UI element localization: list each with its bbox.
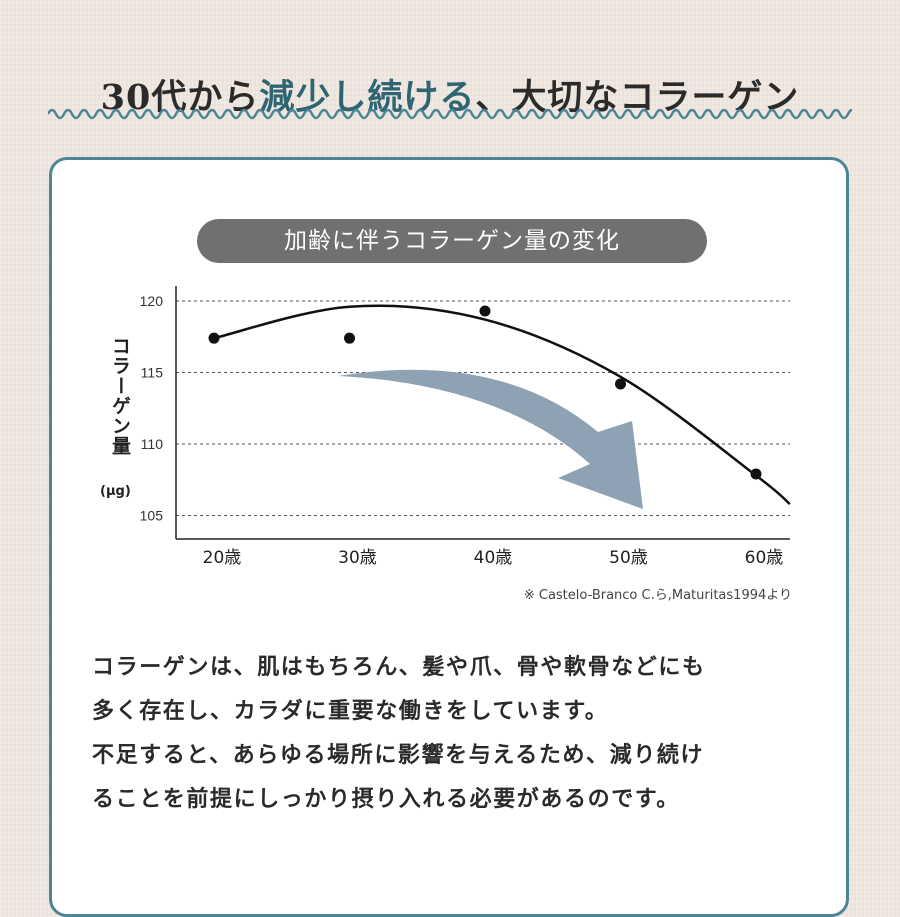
y-tick-label: 115 (141, 365, 164, 381)
x-tick-label: 50歳 (609, 548, 648, 568)
body-line: 不足すると、あらゆる場所に影響を与えるため、減り続け (92, 743, 705, 768)
body-line: コラーゲンは、肌はもちろん、髪や爪、骨や軟骨などにも (92, 655, 706, 680)
body-line: ることを前提にしっかり摂り入れる必要があるのです。 (92, 787, 680, 812)
chart-title: 加齢に伴うコラーゲン量の変化 (197, 219, 707, 263)
y-axis-unit: (μg) (100, 484, 131, 499)
data-point (479, 305, 491, 317)
y-tick-label: 105 (140, 508, 164, 524)
body-line: 多く存在し、カラダに重要な働きをしています。 (92, 699, 609, 724)
y-tick-label: 110 (141, 436, 164, 452)
trend-arrow (338, 369, 643, 509)
x-tick-label: 40歳 (474, 548, 513, 568)
body-text: コラーゲンは、肌はもちろん、髪や爪、骨や軟骨などにも 多く存在し、カラダに重要な… (92, 646, 812, 822)
data-point (344, 332, 355, 344)
collagen-chart: 105 110 115 120 20歳 30歳 40歳 50歳 60歳 (140, 286, 791, 568)
wave-divider (48, 108, 852, 120)
data-point (750, 468, 762, 480)
y-tick-label: 120 (140, 293, 164, 309)
x-tick-label: 30歳 (338, 548, 377, 568)
y-axis-label: コラーゲン量 (109, 336, 131, 456)
headline: 30代から減少し続ける、大切なコラーゲン (0, 69, 900, 120)
data-point (208, 332, 220, 344)
x-tick-label: 20歳 (203, 548, 242, 568)
data-point (615, 378, 626, 390)
x-tick-label: 60歳 (745, 548, 784, 568)
source-citation: ※ Castelo-Branco C.ら,Maturitas1994より (523, 588, 792, 603)
